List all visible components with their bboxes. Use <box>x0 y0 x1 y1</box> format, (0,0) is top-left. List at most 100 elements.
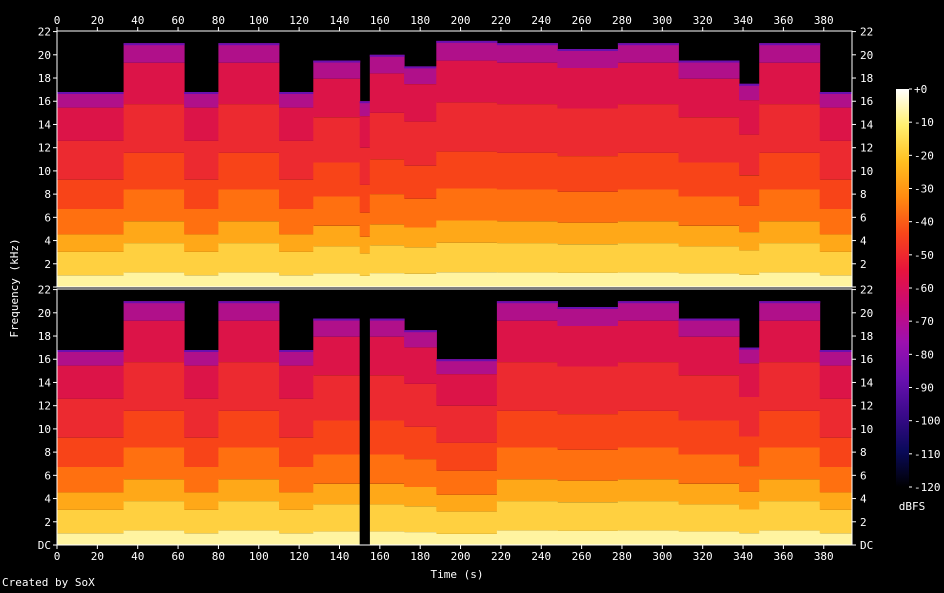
intensity-band <box>617 447 679 480</box>
y-tick-label: 2 <box>44 516 51 529</box>
intensity-band <box>123 43 185 63</box>
intensity-band <box>819 492 853 510</box>
intensity-band <box>123 272 185 287</box>
intensity-band <box>617 189 679 222</box>
x-tick-label: 380 <box>814 14 834 27</box>
intensity-band <box>404 383 437 427</box>
intensity-band <box>436 359 498 375</box>
intensity-band <box>739 533 760 545</box>
y-tick-label: 18 <box>38 72 51 85</box>
intensity-band <box>123 410 185 448</box>
intensity-band <box>123 301 185 321</box>
cutoff-segment <box>369 54 405 287</box>
intensity-band <box>57 251 125 276</box>
colorbar-tick-label: -100 <box>914 415 941 428</box>
intensity-band <box>279 107 314 141</box>
y-tick-label: 2 <box>44 258 51 271</box>
intensity-band <box>739 250 760 275</box>
cutoff-edge <box>218 301 280 304</box>
cutoff-edge <box>123 301 185 304</box>
intensity-band <box>678 420 740 455</box>
x-tick-label: 100 <box>249 550 269 563</box>
intensity-band <box>184 209 219 235</box>
intensity-band <box>218 62 280 105</box>
y-tick-label: 14 <box>38 118 52 131</box>
cutoff-edge <box>496 301 558 304</box>
intensity-band <box>313 420 361 455</box>
intensity-band <box>57 234 125 252</box>
intensity-band <box>123 221 185 244</box>
cutoff-segment <box>436 40 498 287</box>
x-tick-label: 60 <box>171 550 184 563</box>
intensity-band <box>123 243 185 273</box>
cutoff-segment <box>759 43 821 287</box>
intensity-band <box>359 116 371 148</box>
intensity-band <box>123 530 185 545</box>
intensity-band <box>184 467 219 493</box>
x-tick-label: 140 <box>330 550 350 563</box>
intensity-band <box>313 483 361 505</box>
intensity-band <box>557 480 619 503</box>
y-tick-label: 10 <box>860 165 873 178</box>
intensity-band <box>184 350 219 366</box>
intensity-band <box>496 447 558 480</box>
intensity-band <box>557 307 619 326</box>
intensity-band <box>184 251 219 276</box>
y-tick-label: 20 <box>860 307 873 320</box>
intensity-band <box>313 117 361 163</box>
cutoff-segment <box>279 350 314 545</box>
cutoff-edge <box>218 43 280 46</box>
colorbar-tick-label: -40 <box>914 216 934 229</box>
intensity-band <box>359 101 371 117</box>
intensity-band <box>184 492 219 510</box>
intensity-band <box>678 531 740 545</box>
intensity-band <box>739 436 760 466</box>
intensity-band <box>184 140 219 180</box>
y-tick-label: 8 <box>860 446 867 459</box>
x-tick-label: 0 <box>54 14 61 27</box>
intensity-band <box>617 501 679 531</box>
intensity-band <box>218 272 280 287</box>
x-tick-label: 160 <box>370 550 390 563</box>
cutoff-segment <box>313 60 361 287</box>
colorbar-unit-label: dBFS <box>899 500 926 513</box>
y-tick-label: 8 <box>860 188 867 201</box>
intensity-band <box>218 530 280 545</box>
y-tick-label: 10 <box>38 423 51 436</box>
intensity-band <box>496 362 558 411</box>
y-tick-label: 22 <box>860 284 873 297</box>
x-tick-label: 340 <box>733 550 753 563</box>
x-tick-label: 140 <box>330 14 350 27</box>
y-tick-label: 2 <box>860 258 867 271</box>
intensity-band <box>404 532 437 545</box>
intensity-band <box>184 533 219 545</box>
intensity-band <box>57 467 125 493</box>
channel-2-spectrogram <box>56 288 853 546</box>
intensity-band <box>313 162 361 197</box>
intensity-band <box>313 60 361 79</box>
intensity-band <box>369 375 405 421</box>
y-tick-label: 6 <box>44 469 51 482</box>
intensity-band <box>369 224 405 246</box>
y-tick-label: 16 <box>860 95 873 108</box>
intensity-band <box>436 405 498 443</box>
intensity-band <box>436 102 498 152</box>
x-tick-label: 160 <box>370 14 390 27</box>
intensity-band <box>218 152 280 190</box>
intensity-band <box>57 350 125 366</box>
y-tick-label: 16 <box>38 95 51 108</box>
intensity-band <box>57 509 125 534</box>
intensity-band <box>496 501 558 531</box>
intensity-band <box>678 117 740 163</box>
cutoff-segment <box>279 92 314 287</box>
intensity-band <box>617 530 679 545</box>
y-tick-label: 20 <box>38 49 51 62</box>
cutoff-edge <box>557 49 619 51</box>
intensity-band <box>123 189 185 222</box>
intensity-band <box>404 487 437 507</box>
x-tick-label: 200 <box>451 14 471 27</box>
intensity-band <box>557 272 619 287</box>
cutoff-edge <box>557 307 619 309</box>
intensity-band <box>557 414 619 450</box>
